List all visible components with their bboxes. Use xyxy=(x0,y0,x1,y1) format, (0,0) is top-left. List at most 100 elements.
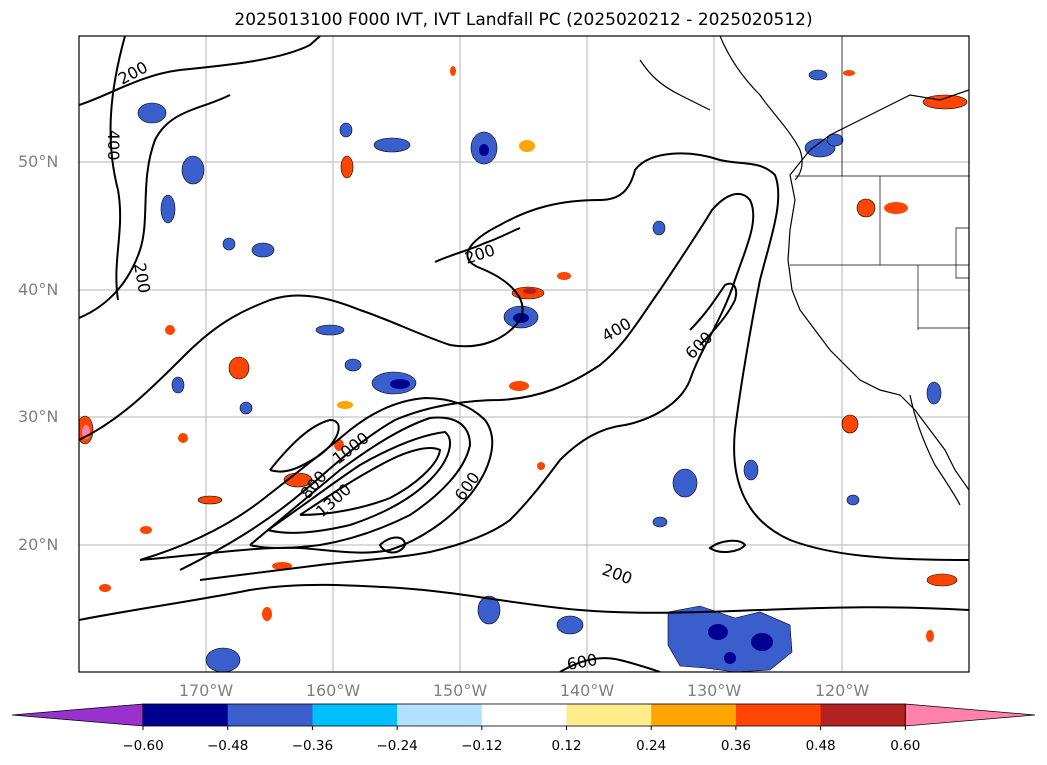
pc-blob xyxy=(751,633,773,651)
ivt-contour-200-inner xyxy=(434,227,521,263)
pc-blob xyxy=(826,133,844,147)
lat-label-30n: 30°N xyxy=(18,407,59,426)
pc-blob xyxy=(337,401,353,409)
pc-blob xyxy=(523,288,537,294)
pc-blob xyxy=(181,155,205,185)
pc-blob xyxy=(339,122,353,138)
pc-blob xyxy=(222,237,236,251)
contour-label: 400 xyxy=(104,130,123,161)
colorbar-segment xyxy=(651,704,737,726)
colorbar-segment xyxy=(481,704,567,726)
pc-blob xyxy=(205,647,241,672)
pc-blob xyxy=(160,194,176,224)
pc-blob xyxy=(672,468,698,498)
baja-california xyxy=(909,394,961,506)
pc-blob xyxy=(557,272,571,280)
colorbar-segment xyxy=(397,704,483,726)
ivt-contour-loop xyxy=(708,539,747,553)
pc-blob xyxy=(171,376,185,394)
pc-blob xyxy=(477,595,501,625)
lon-label-160w: 160°W xyxy=(305,681,361,700)
pc-blob xyxy=(272,562,292,570)
lon-label-150w: 150°W xyxy=(432,681,488,700)
pc-blob xyxy=(262,607,272,621)
pc-blob xyxy=(843,70,855,76)
pc-blob xyxy=(344,358,362,372)
ivt-contours xyxy=(79,36,969,672)
pc-blob xyxy=(537,462,545,470)
pc-blob xyxy=(251,242,275,258)
colorbar-tick-label: −0.48 xyxy=(207,738,249,754)
pc-blob xyxy=(841,414,859,434)
pc-blob xyxy=(667,605,793,672)
colorbar-tick-label: 0.48 xyxy=(805,738,836,754)
ivt-contour-600-south xyxy=(559,657,661,672)
pc-blob xyxy=(724,652,736,664)
pc-blob xyxy=(137,102,167,124)
map-frame-background xyxy=(79,36,969,672)
lat-label-20n: 20°N xyxy=(18,535,59,554)
colorbar-tick-label: 0.36 xyxy=(720,738,751,754)
colorbar-tick-label: 0.60 xyxy=(890,738,921,754)
pc-blob xyxy=(178,433,188,443)
pc-blob xyxy=(479,144,489,156)
political-borders xyxy=(790,36,969,330)
pc-blob xyxy=(743,459,759,481)
colorbar-tick-label: −0.24 xyxy=(376,738,418,754)
lon-label-140w: 140°W xyxy=(559,681,615,700)
ivt-contour-400-west xyxy=(109,36,126,301)
pc-blob xyxy=(140,526,152,534)
pc-blob xyxy=(804,138,836,158)
pc-blob xyxy=(808,69,828,81)
pc-blob xyxy=(922,94,968,110)
pc-shading xyxy=(79,66,968,672)
pc-blob xyxy=(926,381,942,405)
colorbar-segment xyxy=(312,704,398,726)
colorbar-tick-label: 0.24 xyxy=(636,738,667,754)
colorbar-outline xyxy=(142,703,906,727)
pc-blob xyxy=(340,155,354,179)
colorbar-tick-label: −0.36 xyxy=(291,738,334,754)
ivt-contour-400 xyxy=(179,192,755,581)
colorbar-extend-min xyxy=(11,703,144,727)
ivt-contour-1300 xyxy=(299,447,442,516)
ivt-contour-600 xyxy=(139,396,494,561)
lon-label-130w: 130°W xyxy=(686,681,742,700)
lat-label-50n: 50°N xyxy=(18,152,59,171)
ivt-contour-200-north xyxy=(79,36,321,106)
pc-blob xyxy=(556,615,584,635)
pc-blob xyxy=(884,202,908,214)
ivt-contour-600-east xyxy=(689,282,738,346)
coastline-islands xyxy=(639,59,711,111)
pc-blob xyxy=(228,356,250,380)
pc-blob xyxy=(856,198,876,218)
coastlines xyxy=(639,36,969,506)
ivt-contour-loop xyxy=(378,536,407,554)
pc-blob xyxy=(165,325,175,335)
colorbar-segment xyxy=(566,704,652,726)
state-border xyxy=(955,227,969,279)
pc-blob xyxy=(509,381,529,391)
ivt-contour-200-south xyxy=(79,583,969,621)
colorbar-segment xyxy=(227,704,313,726)
pc-blob xyxy=(652,220,666,236)
pc-blob xyxy=(708,624,728,640)
colorbar-tick-label: −0.60 xyxy=(122,738,164,754)
pc-blob xyxy=(197,495,223,505)
pc-blob xyxy=(926,630,934,642)
pc-blob xyxy=(926,573,958,587)
map-title: 2025013100 F000 IVT, IVT Landfall PC (20… xyxy=(234,10,813,30)
graticule xyxy=(79,36,969,672)
coastline-alaska-bc xyxy=(719,36,803,181)
pc-blob xyxy=(99,584,111,592)
colorbar-segment xyxy=(820,704,906,726)
ivt-contour-800 xyxy=(249,416,472,550)
colorbar-extend-max xyxy=(904,703,1036,727)
ivt-contour-200-west xyxy=(79,94,231,319)
lat-label-40n: 40°N xyxy=(18,280,59,299)
pc-blob xyxy=(390,379,410,389)
lon-label-120w: 120°W xyxy=(814,681,870,700)
pc-blob xyxy=(652,516,668,528)
colorbar xyxy=(11,703,1036,730)
pc-blob xyxy=(450,66,456,76)
